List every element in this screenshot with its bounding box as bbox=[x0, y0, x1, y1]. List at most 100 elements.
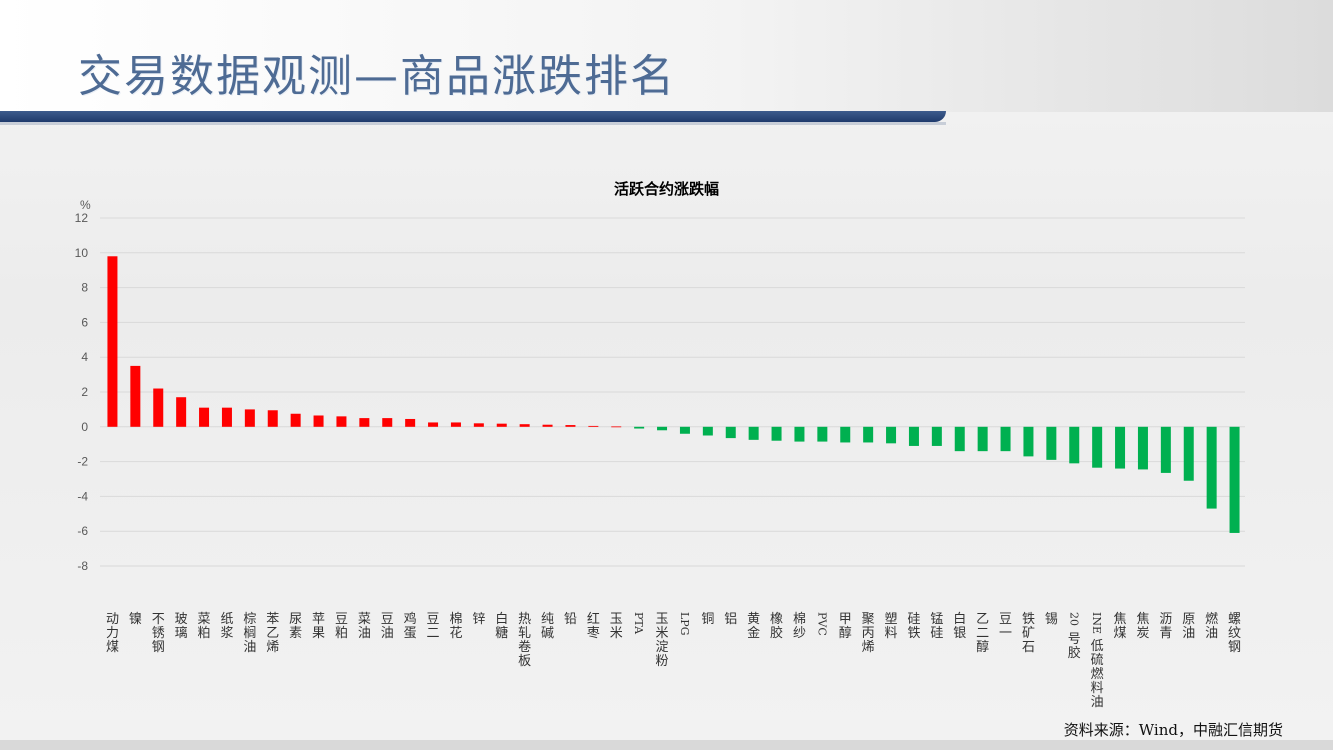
bar bbox=[954, 426, 965, 452]
x-tick-label: 白银 bbox=[953, 611, 966, 641]
y-tick-label: -4 bbox=[77, 489, 88, 503]
x-tick-label: 塑料 bbox=[885, 612, 898, 641]
x-tick-label: 螺纹钢 bbox=[1228, 612, 1241, 655]
bar bbox=[107, 256, 118, 427]
bar bbox=[221, 407, 232, 427]
x-tick-label: 豆油 bbox=[381, 612, 394, 641]
bar bbox=[1206, 426, 1217, 509]
x-tick-label: 棉花 bbox=[449, 612, 462, 641]
bar bbox=[153, 388, 164, 427]
x-tick-label: 苯乙烯 bbox=[266, 612, 279, 655]
x-tick-label: 聚丙烯 bbox=[862, 612, 875, 655]
bar bbox=[908, 426, 919, 446]
bar bbox=[450, 422, 461, 427]
bar bbox=[1137, 426, 1148, 470]
bar bbox=[1115, 426, 1126, 469]
bar bbox=[267, 410, 278, 427]
x-tick-label: 玉米淀粉 bbox=[656, 612, 669, 669]
x-tick-label: 燃油 bbox=[1205, 611, 1218, 641]
bar bbox=[931, 426, 942, 446]
bar bbox=[199, 407, 210, 427]
bar bbox=[1000, 426, 1011, 452]
bar bbox=[382, 418, 393, 427]
x-tick-label: 焦炭 bbox=[1136, 612, 1149, 641]
bar bbox=[565, 425, 576, 427]
bar bbox=[863, 426, 874, 443]
x-tick-label: 豆二 bbox=[427, 612, 440, 641]
y-tick-label: 12 bbox=[75, 211, 89, 225]
bar bbox=[519, 424, 530, 427]
x-tick-label: 不锈钢 bbox=[152, 612, 165, 655]
source-note: 资料来源：Wind，中融汇信期货 bbox=[1063, 721, 1283, 739]
x-tick-label: 镍 bbox=[129, 612, 142, 627]
header-background bbox=[0, 0, 1333, 112]
bar bbox=[336, 416, 347, 427]
x-tick-label: 低硫燃料油 bbox=[1091, 639, 1104, 710]
x-tick-label: 苹果 bbox=[312, 612, 325, 641]
bar bbox=[794, 426, 805, 442]
x-tick-label: 铜 bbox=[701, 612, 714, 627]
x-tick-label: 锡 bbox=[1045, 612, 1058, 627]
x-tick-label: 动力煤 bbox=[106, 612, 119, 655]
bar bbox=[1229, 426, 1240, 533]
bar bbox=[725, 426, 736, 439]
x-tick-label: 铅 bbox=[564, 612, 577, 627]
title-underline-shadow bbox=[0, 122, 946, 125]
bar bbox=[244, 409, 255, 427]
x-tick-label: 甲醇 bbox=[839, 612, 852, 641]
page-title: 交易数据观测—商品涨跌排名 bbox=[78, 51, 676, 102]
bar bbox=[657, 426, 668, 431]
y-tick-label: 6 bbox=[81, 315, 88, 329]
bar bbox=[634, 426, 645, 429]
x-tick-label: 棕榈油 bbox=[243, 612, 256, 655]
x-tick-label: 豆粕 bbox=[335, 612, 348, 641]
chart-title: 活跃合约涨跌幅 bbox=[613, 180, 719, 198]
x-tick-label: 鸡蛋 bbox=[404, 611, 417, 641]
bar bbox=[473, 423, 484, 427]
bar bbox=[428, 422, 439, 427]
bar bbox=[588, 425, 599, 427]
y-tick-label: 8 bbox=[81, 281, 88, 295]
y-tick-label: 2 bbox=[81, 385, 88, 399]
x-tick-label: 热轧卷板 bbox=[518, 612, 531, 669]
bar bbox=[977, 426, 988, 452]
footer-strip bbox=[0, 740, 1333, 750]
bar bbox=[748, 426, 759, 440]
y-tick-label: -2 bbox=[77, 455, 88, 469]
x-tick-label-latin: LPG bbox=[678, 612, 691, 636]
x-tick-label: 铝 bbox=[724, 612, 737, 627]
x-tick-label: 原油 bbox=[1182, 612, 1195, 641]
x-tick-label: 尿素 bbox=[289, 612, 302, 641]
bar bbox=[176, 397, 187, 427]
x-tick-label: 锰硅 bbox=[930, 612, 943, 641]
x-tick-label: 玉米 bbox=[610, 612, 623, 641]
x-tick-label: 硅铁 bbox=[907, 612, 920, 641]
bar bbox=[405, 418, 416, 427]
x-tick-label: 铁矿石 bbox=[1022, 612, 1035, 655]
x-tick-label: 豆一 bbox=[999, 612, 1012, 641]
bar bbox=[1183, 426, 1194, 481]
bar bbox=[359, 418, 370, 427]
x-tick-label: 锌 bbox=[472, 612, 485, 627]
bar bbox=[130, 365, 141, 427]
x-tick-label-latin: INE bbox=[1090, 612, 1103, 634]
bar bbox=[840, 426, 851, 443]
x-tick-label: 乙二醇 bbox=[976, 612, 989, 655]
bar bbox=[1069, 426, 1080, 464]
x-tick-label: 菜油 bbox=[358, 612, 371, 641]
x-tick-label: 号胶 bbox=[1068, 632, 1081, 661]
x-tick-label: 菜粕 bbox=[198, 612, 211, 641]
x-tick-label: 纯碱 bbox=[541, 612, 554, 641]
bar bbox=[817, 426, 828, 442]
x-tick-label: 沥青 bbox=[1159, 612, 1172, 641]
x-tick-label-latin: PVC bbox=[815, 612, 828, 636]
bar bbox=[313, 415, 324, 427]
y-tick-label: 0 bbox=[81, 420, 88, 434]
bar bbox=[1160, 426, 1171, 473]
x-tick-label: 焦煤 bbox=[1114, 612, 1127, 641]
bar bbox=[886, 426, 897, 444]
x-tick-label: 棉纱 bbox=[793, 612, 806, 641]
bar bbox=[1023, 426, 1034, 457]
y-tick-label: 4 bbox=[81, 350, 88, 364]
